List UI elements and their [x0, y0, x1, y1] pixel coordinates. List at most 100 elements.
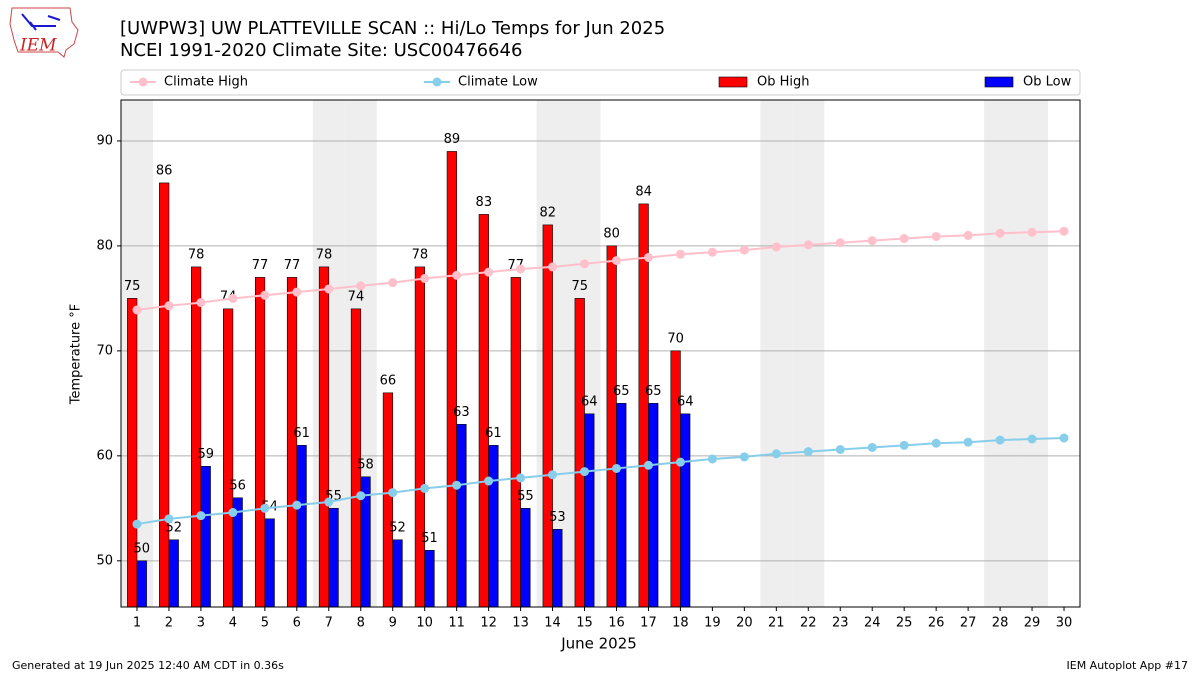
bar	[286, 277, 298, 608]
marker	[580, 259, 590, 269]
x-tick-label: 9	[389, 616, 397, 631]
marker	[324, 497, 334, 507]
bar	[222, 308, 234, 608]
data-label: 58	[357, 457, 374, 472]
bar	[638, 203, 649, 608]
data-label: 52	[389, 520, 406, 535]
marker	[548, 470, 558, 480]
x-tick-label: 18	[672, 616, 689, 631]
marker	[899, 234, 909, 244]
bar	[296, 445, 307, 608]
x-tick-label: 25	[896, 616, 913, 631]
legend-swatch	[718, 76, 748, 88]
marker	[963, 230, 973, 240]
x-tick-label: 10	[416, 616, 433, 631]
bar	[542, 224, 553, 608]
bar	[254, 277, 266, 608]
marker	[196, 511, 206, 521]
data-label: 51	[421, 531, 438, 546]
marker	[611, 463, 621, 473]
marker	[132, 519, 142, 529]
data-label: 80	[603, 226, 620, 241]
bar	[488, 445, 499, 608]
marker	[292, 500, 302, 510]
marker	[228, 508, 238, 518]
logo: IEM	[9, 7, 79, 58]
bar	[574, 298, 585, 608]
data-label: 56	[229, 478, 246, 493]
chart-subtitle: NCEI 1991-2020 Climate Site: USC00476646	[120, 40, 522, 61]
bar	[680, 413, 691, 608]
data-label: 65	[645, 384, 662, 399]
data-label: 75	[571, 279, 588, 294]
chart-title: [UWPW3] UW PLATTEVILLE SCAN :: Hi/Lo Tem…	[120, 18, 665, 39]
data-label: 77	[252, 258, 269, 273]
marker	[995, 228, 1005, 238]
footer-right: IEM Autoplot App #17	[1067, 659, 1189, 672]
bar	[328, 508, 339, 608]
marker	[580, 467, 590, 477]
marker	[516, 264, 526, 274]
x-tick-label: 15	[576, 616, 593, 631]
y-tick-label: 90	[96, 133, 113, 148]
bar	[552, 529, 563, 608]
x-tick-label: 12	[480, 616, 497, 631]
data-label: 65	[613, 384, 630, 399]
bar	[392, 539, 403, 608]
marker	[643, 460, 653, 470]
marker	[739, 452, 749, 462]
x-tick-label: 4	[229, 616, 237, 631]
marker	[835, 238, 845, 248]
plot-frame	[120, 99, 1081, 608]
x-axis-label: June 2025	[560, 635, 637, 653]
y-tick-label: 80	[96, 238, 113, 253]
x-tick-label: 16	[608, 616, 625, 631]
data-label: 89	[444, 132, 461, 147]
shaded-day	[760, 100, 793, 607]
x-tick-label: 6	[293, 616, 301, 631]
marker	[260, 503, 270, 513]
legend-label: Climate High	[164, 75, 248, 90]
marker	[388, 488, 398, 498]
logo-text: IEM	[19, 36, 57, 56]
legend-marker	[138, 77, 148, 87]
x-tick-label: 24	[864, 616, 881, 631]
data-label: 78	[316, 247, 333, 262]
footer-left: Generated at 19 Jun 2025 12:40 AM CDT in…	[12, 659, 284, 672]
marker	[675, 249, 685, 259]
data-label: 50	[134, 541, 151, 556]
bar	[606, 245, 617, 608]
x-tick-label: 7	[325, 616, 333, 631]
marker	[548, 262, 558, 272]
data-label: 82	[539, 205, 556, 220]
bar	[456, 424, 467, 608]
shaded-day	[984, 100, 1017, 607]
marker	[164, 514, 174, 524]
legend-box	[120, 69, 1081, 96]
marker	[1059, 433, 1069, 443]
bar	[648, 403, 659, 608]
bar	[616, 403, 627, 608]
x-tick-label: 2	[165, 616, 173, 631]
y-tick-label: 60	[96, 448, 113, 463]
marker	[228, 293, 238, 303]
data-label: 61	[293, 426, 310, 441]
x-tick-label: 29	[1024, 616, 1041, 631]
bar	[446, 151, 457, 608]
marker	[292, 287, 302, 297]
marker	[516, 473, 526, 483]
y-axis-label: Temperature °F	[69, 304, 84, 405]
marker	[931, 438, 941, 448]
x-tick-label: 22	[800, 616, 817, 631]
x-tick-label: 3	[197, 616, 205, 631]
bar	[318, 266, 330, 608]
x-tick-label: 5	[261, 616, 269, 631]
x-tick-label: 14	[544, 616, 561, 631]
legend-swatch	[984, 76, 1014, 88]
marker	[388, 278, 398, 288]
marker	[1059, 226, 1069, 236]
marker	[707, 247, 717, 257]
bar	[670, 350, 681, 608]
marker	[1027, 434, 1037, 444]
marker	[1027, 227, 1037, 237]
